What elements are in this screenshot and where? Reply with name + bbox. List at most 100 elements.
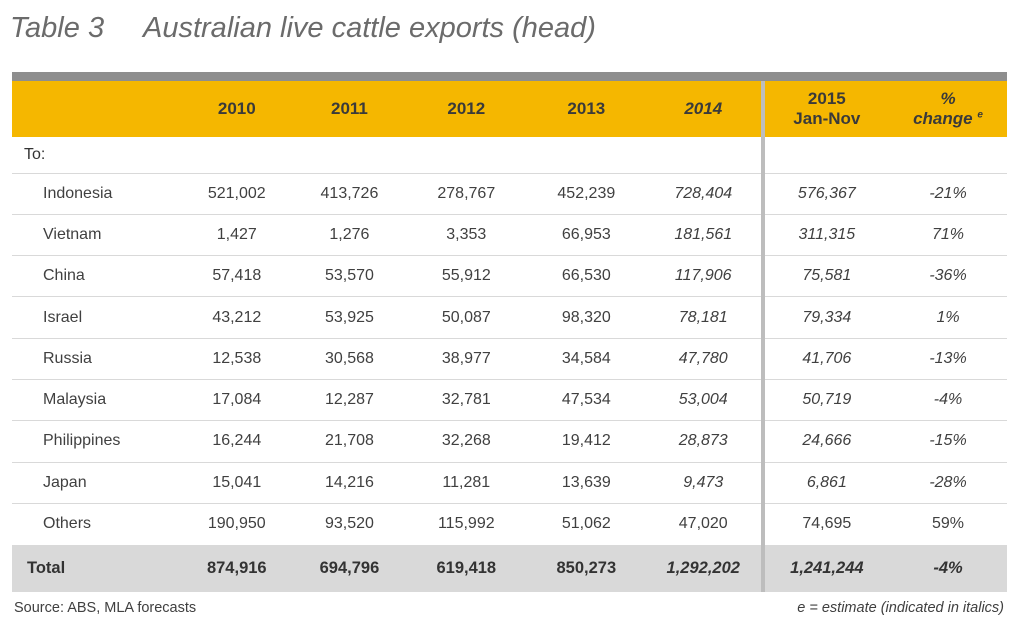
value-cell: 413,726	[293, 173, 406, 215]
value-cell: 66,530	[526, 255, 646, 298]
value-cell: 6,861	[760, 462, 890, 504]
value-cell: 71%	[889, 214, 1007, 257]
value-cell: 78,181	[645, 296, 763, 339]
country-cell: China	[12, 255, 181, 298]
value-cell: 55,912	[405, 255, 527, 298]
value-cell: 93,520	[324, 515, 374, 533]
value-cell: 28,873	[645, 420, 763, 463]
header-estimate-sup: e	[977, 109, 983, 121]
value-cell: 115,992	[437, 515, 495, 533]
table-footer: Source: ABS, MLA forecasts e = estimate …	[14, 600, 1004, 622]
header-2015-year: 2015	[807, 89, 846, 108]
to-row: To:	[12, 137, 1007, 174]
value-cell: 1,276	[293, 214, 406, 257]
table-row: Philippines 16,244 21,708 32,268 19,412 28,87…	[12, 420, 1007, 463]
value-cell: 51,062	[561, 515, 611, 533]
value-cell: 38,977	[405, 338, 527, 380]
value-cell: 47,020	[678, 515, 728, 533]
total-value-cell: 874,916	[206, 558, 267, 577]
value-cell: 59%	[931, 515, 965, 533]
value-cell: 12,538	[180, 338, 294, 380]
country-cell: Vietnam	[12, 214, 181, 257]
total-label: Total	[27, 558, 66, 577]
table-row: China 57,418 53,570 55,912 66,530 117,906 75,5…	[12, 255, 1007, 298]
header-2015: 2015 Jan-Nov	[760, 81, 890, 137]
total-value-cell: 694,796	[319, 558, 380, 577]
table-title: Table 3 Australian live cattle exports (…	[10, 8, 596, 48]
value-cell: 190,950	[207, 515, 266, 533]
table-row: Israel 43,212 53,925 50,087 98,320 78,181 79,3…	[12, 296, 1007, 339]
value-cell: -4%	[889, 379, 1007, 422]
total-row: Total 874,916 694,796 619,418 850,273 1,292,2…	[12, 544, 1007, 592]
total-value-cell: 850,273	[556, 558, 617, 577]
header-2013: 2013	[567, 99, 606, 118]
table-row: Japan 15,041 14,216 11,281 13,639 9,473 6,861-…	[12, 462, 1007, 504]
value-cell: 12,287	[293, 379, 406, 422]
value-cell: 53,004	[645, 379, 763, 422]
value-cell: 50,087	[405, 296, 527, 339]
value-cell: 278,767	[405, 173, 527, 215]
header-2010: 2010	[217, 99, 256, 118]
to-label: To:	[12, 137, 181, 174]
value-cell: 43,212	[180, 296, 294, 339]
value-cell: -13%	[889, 338, 1007, 380]
value-cell: 34,584	[526, 338, 646, 380]
exports-table: 2010 2011 2012 2013 2014 2015 Jan-Nov % …	[12, 81, 1007, 592]
value-cell: 452,239	[526, 173, 646, 215]
total-value-cell: 1,241,244	[760, 544, 890, 592]
value-cell: 47,534	[526, 379, 646, 422]
header-blank	[12, 81, 180, 137]
header-2015-period: Jan-Nov	[793, 109, 861, 128]
value-cell: 16,244	[180, 420, 294, 463]
value-cell: 74,695	[760, 503, 890, 545]
table-top-bar	[12, 72, 1007, 81]
table-row: Russia 12,538 30,568 38,977 34,584 47,780 41,7…	[12, 338, 1007, 380]
value-cell: 32,268	[405, 420, 527, 463]
value-cell: 11,281	[405, 462, 527, 504]
value-cell: -15%	[889, 420, 1007, 463]
value-cell: 19,412	[526, 420, 646, 463]
table-row: Malaysia 17,084 12,287 32,781 47,534 53,004 50…	[12, 379, 1007, 422]
value-cell: 15,041	[180, 462, 294, 504]
header-row: 2010 2011 2012 2013 2014 2015 Jan-Nov % …	[12, 81, 1007, 137]
value-cell: 53,570	[293, 255, 406, 298]
header-change-label: change	[913, 109, 973, 128]
header-pct-symbol: %	[940, 89, 956, 108]
country-cell: Philippines	[12, 420, 181, 463]
total-value-cell: -4%	[933, 558, 963, 577]
total-value-cell: 619,418	[436, 558, 497, 577]
table-number: Table 3	[10, 11, 105, 44]
exports-table-container: 2010 2011 2012 2013 2014 2015 Jan-Nov % …	[12, 72, 1007, 592]
value-cell: 17,084	[180, 379, 294, 422]
value-cell: 1%	[889, 296, 1007, 339]
country-cell: Indonesia	[12, 173, 181, 215]
value-cell: -21%	[889, 173, 1007, 215]
value-cell: 24,666	[760, 420, 890, 463]
value-cell: 181,561	[645, 214, 763, 257]
source-note: Source: ABS, MLA forecasts	[14, 600, 197, 616]
value-cell: 57,418	[180, 255, 294, 298]
value-cell: 32,781	[405, 379, 527, 422]
table-row: Others 190,950 93,520 115,992 51,062 47,020 74…	[12, 503, 1007, 545]
header-pct-change: % change e	[889, 81, 1007, 137]
value-cell: 53,925	[293, 296, 406, 339]
value-cell: 311,315	[760, 214, 890, 257]
value-cell: 14,216	[293, 462, 406, 504]
value-cell: 75,581	[760, 255, 890, 298]
value-cell: 50,719	[760, 379, 890, 422]
value-cell: 30,568	[293, 338, 406, 380]
value-cell: 1,427	[180, 214, 294, 257]
country-cell: Others	[43, 515, 92, 533]
header-2014: 2014	[684, 99, 723, 118]
value-cell: 21,708	[293, 420, 406, 463]
country-cell: Malaysia	[12, 379, 181, 422]
value-cell: 47,780	[645, 338, 763, 380]
estimate-note: e = estimate (indicated in italics)	[797, 600, 1004, 616]
value-cell: 3,353	[405, 214, 527, 257]
value-cell: 13,639	[526, 462, 646, 504]
value-cell: 79,334	[760, 296, 890, 339]
country-cell: Japan	[12, 462, 181, 504]
value-cell: 117,906	[645, 255, 763, 298]
header-2011: 2011	[330, 99, 368, 118]
total-value-cell: 1,292,202	[666, 558, 740, 577]
